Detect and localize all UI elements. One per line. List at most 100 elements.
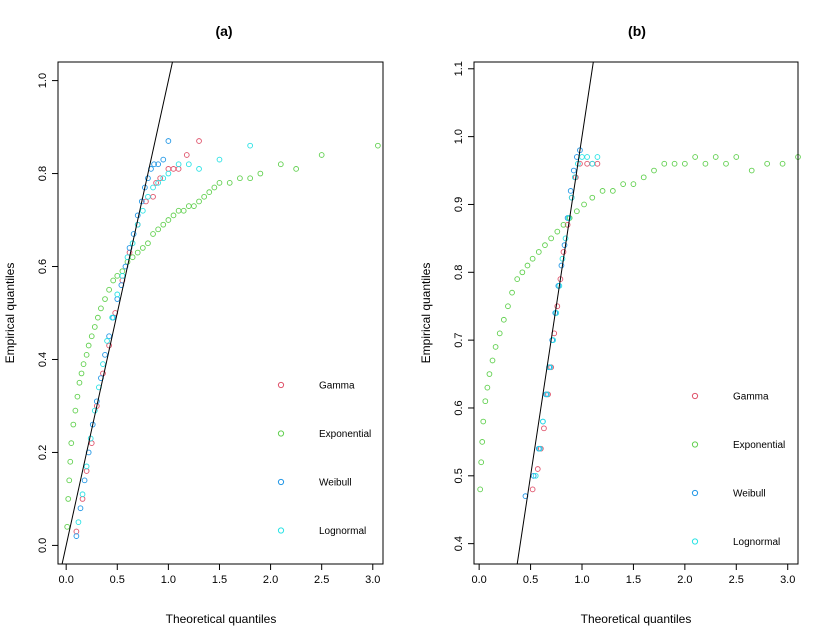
panel-a-point-lognormal xyxy=(79,491,86,498)
panel-a-point-exponential xyxy=(119,268,126,275)
panel-b-point-exponential xyxy=(733,154,740,160)
panel-a-point-weibull xyxy=(77,505,84,512)
panel-b: (b) 0.0 0.5 1.0 1.5 2.0 2.5 3.0 0.40.50.60.70.… xyxy=(419,23,801,626)
panel-a-point-lognormal xyxy=(75,519,82,526)
panel-b-point-exponential xyxy=(671,160,678,167)
panel-b-point-exponential xyxy=(630,181,637,187)
panel-b-point-exponential xyxy=(524,262,531,269)
panel-a-point-gamma xyxy=(165,166,172,172)
panel-b-x-tick-label: 1.5 xyxy=(626,574,641,586)
panel-b-x-axis: 0.0 0.5 1.0 1.5 2.0 2.5 3.0 xyxy=(471,564,795,586)
panel-a-plot-frame xyxy=(57,61,384,565)
panel-a-point-exponential xyxy=(277,161,284,168)
panel-b-points xyxy=(477,147,801,500)
panel-b-point-exponential xyxy=(692,154,698,160)
panel-a-point-exponential xyxy=(72,407,79,414)
panel-a-point-lognormal xyxy=(109,314,116,321)
panel-b-plot-frame xyxy=(473,61,799,565)
panel-b-point-weibull xyxy=(558,262,565,269)
panel-a-point-gamma xyxy=(150,193,156,200)
panel-a-point-lognormal xyxy=(155,180,162,186)
panel-b-legend-marker-gamma xyxy=(691,392,699,400)
panel-a-point-lognormal xyxy=(150,184,156,191)
panel-b-point-gamma xyxy=(541,425,547,432)
panel-a-point-weibull xyxy=(155,161,162,168)
panel-a-point-lognormal xyxy=(104,338,110,344)
panel-a-y-axis-title: Empirical quantiles xyxy=(3,263,17,364)
panel-a-legend-marker-weibull xyxy=(277,478,285,486)
panel-b-legend-label-lognormal: Lognormal xyxy=(733,537,780,548)
panel-a-point-exponential xyxy=(196,198,202,205)
panel-a-point-gamma xyxy=(143,198,149,205)
panel-b-x-tick-label: 2.0 xyxy=(677,574,692,586)
panel-a-x-axis-title: Theoretical quantiles xyxy=(166,612,277,626)
panel-a-point-gamma xyxy=(79,496,86,502)
panel-a-y-tick-label: 1.0 xyxy=(37,73,49,88)
panel-a-point-gamma xyxy=(183,152,190,158)
panel-a-y-axis: 0.0 0.2 0.4 0.6 0.8 1.0 xyxy=(37,73,58,553)
panel-b-y-tick-label: 0.8 xyxy=(453,265,465,280)
panel-a-point-weibull xyxy=(102,351,108,358)
panel-a-y-tick-label: 0.2 xyxy=(37,445,49,460)
panel-a-point-gamma xyxy=(175,166,182,172)
panel-b-point-exponential xyxy=(712,154,719,160)
panel-b-point-lognormal xyxy=(562,235,569,242)
panel-b-y-tick-label: 0.5 xyxy=(453,468,465,483)
panel-b-x-axis-title: Theoretical quantiles xyxy=(581,612,692,626)
panel-a-point-exponential xyxy=(318,152,325,158)
panel-a-legend-label-lognormal: Lognormal xyxy=(319,526,366,537)
panel-b-point-exponential xyxy=(482,398,489,405)
panel-a-point-exponential xyxy=(185,203,192,209)
panel-a-point-weibull xyxy=(114,296,121,302)
panel-b-point-exponential xyxy=(509,289,515,296)
panel-a-point-exponential xyxy=(170,212,177,219)
panel-a-point-lognormal xyxy=(216,156,223,163)
panel-b-y-tick-label: 1.1 xyxy=(453,61,465,76)
panel-a-point-exponential xyxy=(160,221,167,228)
panel-b-point-lognormal xyxy=(559,255,566,262)
panel-b-x-tick-label: 3.0 xyxy=(780,574,795,586)
panel-b-point-exponential xyxy=(554,228,561,235)
panel-b-point-exponential xyxy=(484,384,491,391)
panel-b-point-exponential xyxy=(764,160,770,167)
panel-a-point-weibull xyxy=(138,198,145,205)
panel-a-point-gamma xyxy=(83,468,90,474)
panel-a-point-gamma xyxy=(196,138,202,144)
panel-a-point-lognormal xyxy=(165,170,172,177)
panel-a-y-tick-label: 0.0 xyxy=(37,538,49,553)
panel-a: (a) 0.0 0.5 1.0 1.5 2.0 2.5 3.0 0.00.20.40.60.… xyxy=(3,23,384,626)
panel-b-point-exponential xyxy=(589,194,596,201)
panel-b-point-exponential xyxy=(479,439,486,445)
panel-a-point-gamma xyxy=(157,175,164,182)
panel-a-x-tick-label: 2.5 xyxy=(314,574,329,586)
panel-a-x-tick-label: 3.0 xyxy=(365,574,380,586)
panel-b-legend-label-exponential: Exponential xyxy=(733,440,785,451)
panel-b-point-exponential xyxy=(486,371,493,377)
panel-b-point-exponential xyxy=(610,188,616,194)
panel-a-point-exponential xyxy=(65,496,72,502)
panel-a-point-exponential xyxy=(175,207,182,214)
panel-b-point-exponential xyxy=(661,160,668,167)
panel-b-point-exponential xyxy=(620,181,626,187)
panel-b-legend-marker-exponential xyxy=(691,441,699,448)
panel-b-legend-marker-weibull xyxy=(691,489,699,497)
panel-b-point-exponential xyxy=(574,208,580,215)
panel-a-legend-marker-gamma xyxy=(277,381,285,389)
panel-a-point-weibull xyxy=(73,533,80,539)
panel-b-point-exponential xyxy=(529,255,536,262)
panel-b-point-exponential xyxy=(492,344,499,350)
panel-a-point-exponential xyxy=(201,193,207,200)
panel-a-point-exponential xyxy=(226,180,233,186)
panel-b-point-gamma xyxy=(529,486,536,493)
panel-a-point-exponential xyxy=(106,286,112,293)
panel-b-point-lognormal xyxy=(579,154,585,160)
panel-b-identity-line xyxy=(516,61,594,565)
panel-b-point-gamma xyxy=(554,303,561,310)
panel-b-point-lognormal xyxy=(547,364,553,371)
panel-a-legend-marker-exponential xyxy=(277,430,285,437)
panel-b-point-lognormal xyxy=(594,154,601,160)
panel-b-x-tick-label: 2.5 xyxy=(729,574,744,586)
panel-a-x-tick-label: 1.0 xyxy=(161,574,176,586)
panel-b-point-gamma xyxy=(560,249,567,255)
panel-a-x-tick-label: 1.5 xyxy=(212,574,227,586)
